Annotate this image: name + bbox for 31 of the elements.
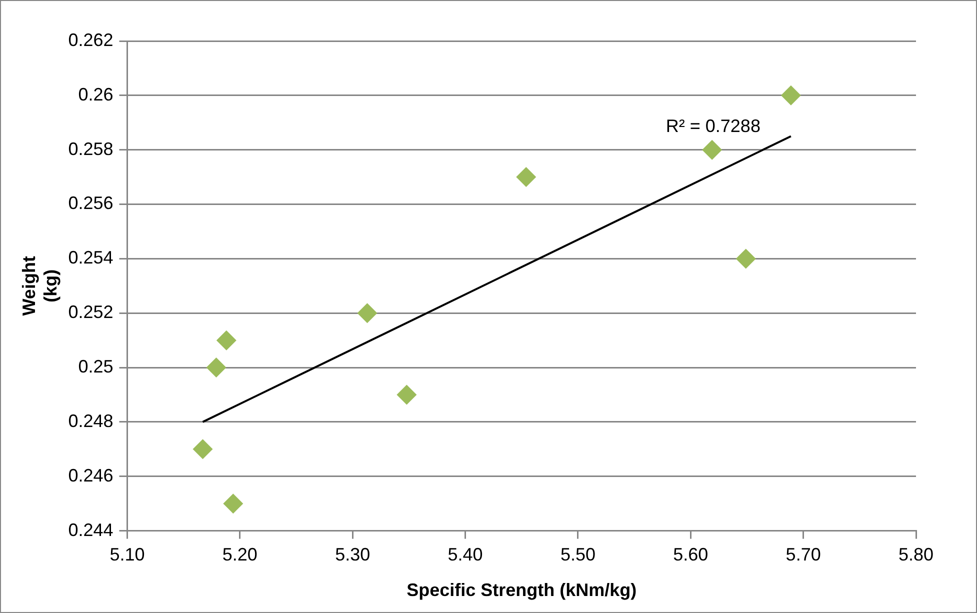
y-tick-label: 0.25 — [78, 356, 114, 376]
y-tick-label: 0.256 — [68, 193, 114, 214]
point — [206, 358, 226, 378]
y-axis-title: Weight (kg) — [18, 256, 60, 316]
point — [216, 330, 236, 350]
y-tick-label: 0.246 — [68, 465, 114, 486]
y-tick-label: 0.254 — [68, 248, 114, 268]
point — [396, 384, 417, 405]
point — [736, 248, 756, 269]
x-tick-label: 5.50 — [560, 544, 596, 565]
y-tick-label: 0.252 — [68, 302, 114, 322]
point — [192, 439, 213, 460]
y-tick-label: 0.248 — [68, 410, 114, 431]
x-tick-label: 5.30 — [335, 544, 370, 565]
point — [702, 140, 722, 160]
x-tick-label: 5.10 — [110, 544, 145, 565]
point — [780, 85, 801, 106]
y-tick-label: 0.244 — [68, 520, 114, 540]
point — [223, 494, 244, 514]
x-axis-title: Specific Strength (kNm/kg) — [406, 580, 637, 600]
x-tick-label: 5.80 — [898, 544, 934, 565]
point — [357, 303, 378, 324]
annotation: R² = 0.7288 — [666, 116, 760, 136]
x-tick-label: 5.20 — [222, 544, 258, 565]
x-tick-label: 5.70 — [786, 544, 821, 565]
x-tick-label: 5.60 — [673, 544, 708, 565]
x-tick-label: 5.40 — [448, 544, 483, 565]
point — [516, 167, 536, 188]
y-tick-label: 0.258 — [68, 138, 114, 159]
y-tick-label: 0.262 — [68, 30, 114, 50]
y-tick-label: 0.26 — [78, 84, 114, 104]
